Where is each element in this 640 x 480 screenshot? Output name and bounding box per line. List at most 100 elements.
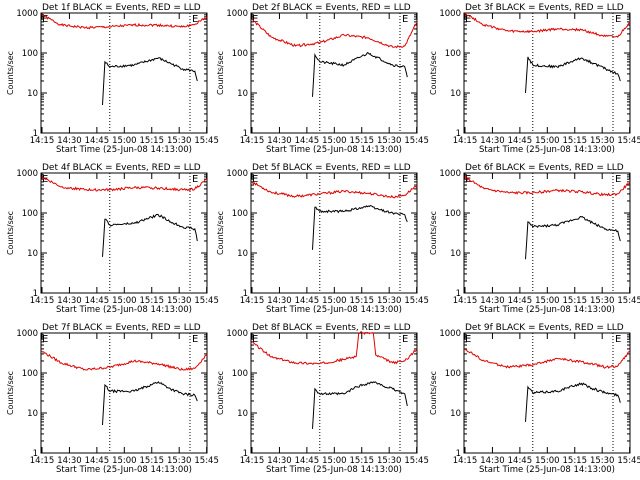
x-tick-label: 14:15 — [30, 136, 55, 146]
chart-panel-det-1f: Det 1f BLACK = Events, RED = LLD 1 10 100 10… — [6, 3, 219, 155]
y-tick-label: 100 — [232, 369, 248, 379]
y-tick-label: 10 — [450, 409, 461, 419]
series-line-lld — [251, 181, 418, 199]
y-tick-label: 10 — [450, 89, 461, 99]
x-tick-label: 14:45 — [508, 136, 533, 146]
x-tick-label: 14:15 — [30, 296, 55, 306]
e-marker: E — [192, 334, 198, 345]
x-tick-label: 15:30 — [377, 296, 402, 306]
x-tick-label: 15:45 — [194, 296, 219, 306]
y-tick-label: 10 — [237, 249, 248, 259]
x-tick-label: 15:15 — [350, 136, 375, 146]
x-tick-label: 15:45 — [617, 456, 640, 466]
y-axis-label: Counts/sec — [216, 371, 225, 415]
series-line-events — [525, 215, 621, 260]
x-tick-label: 15:00 — [535, 296, 560, 306]
chart-title: Det 2f BLACK = Events, RED = LLD — [252, 3, 411, 13]
y-axis-label: Counts/sec — [429, 51, 438, 95]
x-axis-label: Start Time (25-Jun-08 14:13:00) — [479, 465, 615, 475]
e-marker: E — [615, 334, 621, 345]
series-line-events — [102, 213, 198, 257]
chart-title: Det 4f BLACK = Events, RED = LLD — [42, 163, 201, 173]
chart-panel-det-8f: Det 8f BLACK = Events, RED = LLD 1 10 100 10… — [216, 323, 429, 475]
chart-panel-det-7f: Det 7f BLACK = Events, RED = LLD 1 10 100 10… — [6, 323, 219, 475]
x-tick-label: 15:00 — [535, 456, 560, 466]
x-tick-label: 14:15 — [453, 456, 478, 466]
chart-panel-det-3f: Det 3f BLACK = Events, RED = LLD 1 10 100 10… — [429, 3, 640, 155]
e-marker: E — [252, 174, 258, 185]
y-tick-label: 1000 — [226, 169, 248, 179]
x-tick-label: 15:30 — [590, 136, 615, 146]
x-tick-label: 14:15 — [453, 136, 478, 146]
x-tick-label: 14:30 — [480, 456, 505, 466]
series-line-events — [312, 381, 408, 429]
x-tick-label: 15:15 — [140, 456, 165, 466]
x-tick-label: 14:45 — [295, 136, 320, 146]
y-tick-label: 1 — [243, 289, 248, 299]
x-tick-label: 14:15 — [453, 296, 478, 306]
y-tick-label: 1000 — [439, 9, 461, 19]
series-line-lld — [41, 14, 208, 30]
x-tick-label: 15:30 — [167, 136, 192, 146]
x-tick-label: 15:30 — [590, 456, 615, 466]
series-line-lld — [464, 12, 631, 38]
x-tick-label: 14:15 — [240, 456, 265, 466]
e-marker: E — [402, 334, 408, 345]
series-line-events — [525, 382, 621, 422]
x-tick-label: 15:15 — [140, 136, 165, 146]
x-tick-label: 15:15 — [563, 456, 588, 466]
y-tick-label: 10 — [237, 89, 248, 99]
x-tick-label: 14:30 — [480, 136, 505, 146]
e-marker: E — [192, 174, 198, 185]
x-tick-label: 15:30 — [377, 456, 402, 466]
x-tick-label: 15:15 — [563, 136, 588, 146]
y-tick-label: 1 — [33, 449, 38, 459]
x-tick-label: 15:00 — [112, 136, 137, 146]
chart-title: Det 1f BLACK = Events, RED = LLD — [42, 3, 201, 13]
x-tick-label: 15:15 — [563, 296, 588, 306]
e-marker: E — [252, 334, 258, 345]
series-line-lld — [464, 176, 631, 197]
y-tick-label: 100 — [445, 209, 461, 219]
chart-panel-det-5f: Det 5f BLACK = Events, RED = LLD 1 10 100 10… — [216, 163, 429, 315]
x-tick-label: 14:30 — [267, 456, 292, 466]
plot-frame — [250, 12, 418, 134]
e-marker: E — [465, 14, 471, 25]
series-line-events — [102, 57, 198, 106]
x-tick-label: 14:30 — [267, 296, 292, 306]
series-line-lld — [251, 331, 418, 365]
x-tick-label: 15:15 — [350, 296, 375, 306]
y-axis-label: Counts/sec — [6, 51, 15, 95]
y-axis-label: Counts/sec — [216, 51, 225, 95]
y-tick-label: 100 — [22, 369, 38, 379]
e-marker: E — [252, 14, 258, 25]
y-tick-label: 1000 — [439, 169, 461, 179]
x-tick-label: 15:45 — [617, 296, 640, 306]
x-axis-label: Start Time (25-Jun-08 14:13:00) — [56, 465, 192, 475]
y-tick-label: 100 — [22, 209, 38, 219]
x-tick-label: 15:00 — [322, 136, 347, 146]
y-tick-label: 100 — [445, 369, 461, 379]
e-marker: E — [42, 14, 48, 25]
chart-panel-det-9f: Det 9f BLACK = Events, RED = LLD 1 10 100 10… — [429, 323, 640, 475]
y-tick-label: 1000 — [226, 9, 248, 19]
plot-frame — [40, 12, 208, 134]
y-tick-label: 1000 — [226, 329, 248, 339]
e-marker: E — [615, 174, 621, 185]
chart-panel-det-4f: Det 4f BLACK = Events, RED = LLD 1 10 100 10… — [6, 163, 219, 315]
x-tick-label: 14:45 — [508, 296, 533, 306]
x-tick-label: 15:30 — [167, 296, 192, 306]
x-tick-label: 14:45 — [85, 456, 110, 466]
x-tick-label: 14:30 — [480, 296, 505, 306]
x-tick-label: 15:45 — [194, 456, 219, 466]
series-line-lld — [41, 350, 208, 371]
x-tick-label: 14:30 — [57, 136, 82, 146]
x-tick-label: 14:15 — [30, 456, 55, 466]
y-tick-label: 1 — [456, 129, 461, 139]
x-tick-label: 14:30 — [57, 296, 82, 306]
y-axis-label: Counts/sec — [216, 211, 225, 255]
x-axis-label: Start Time (25-Jun-08 14:13:00) — [266, 145, 402, 155]
x-tick-label: 14:15 — [240, 136, 265, 146]
y-axis-label: Counts/sec — [429, 211, 438, 255]
